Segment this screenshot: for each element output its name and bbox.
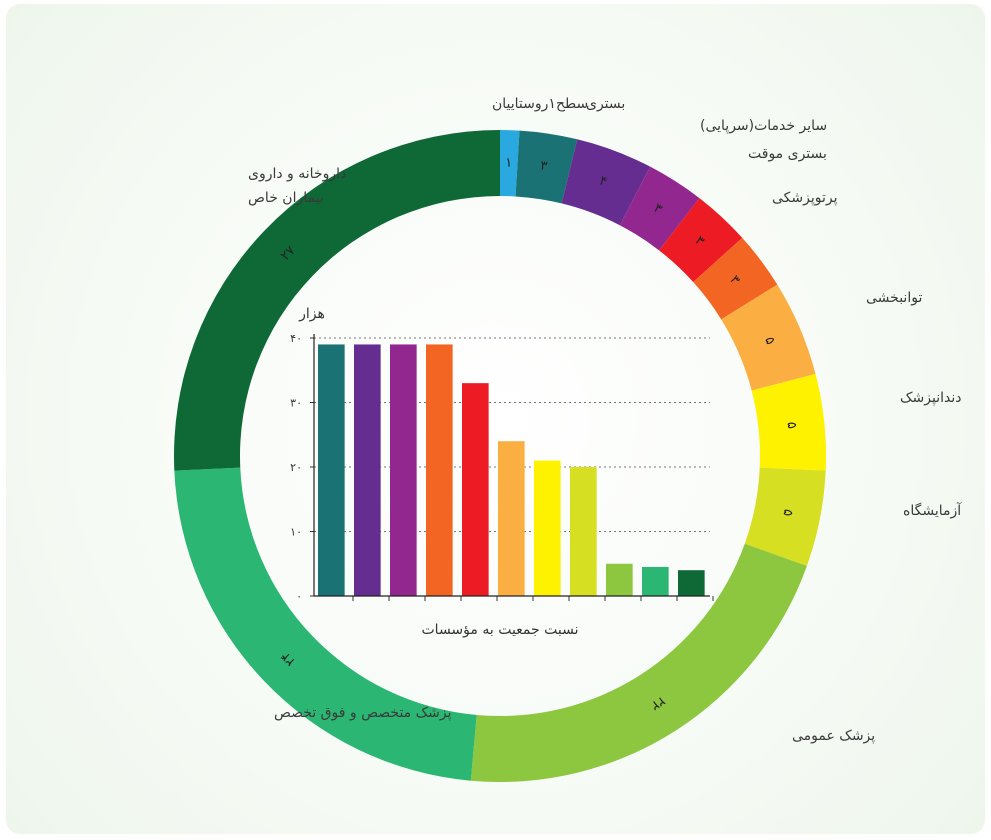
category-label: آزمایشگاه bbox=[903, 502, 962, 519]
donut-segment-value: ۲۲ bbox=[648, 693, 668, 713]
donut-segment bbox=[500, 130, 520, 197]
bar bbox=[462, 383, 489, 596]
y-axis-label: هزار bbox=[298, 306, 325, 322]
donut-segment bbox=[659, 198, 743, 283]
y-tick-label: ۱۰ bbox=[290, 526, 302, 539]
y-tick-label: ۰ bbox=[296, 590, 302, 603]
donut-segment-value: ۵ bbox=[784, 421, 800, 430]
donut-segment bbox=[515, 130, 578, 204]
category-label: پزشک عمومی bbox=[792, 728, 875, 744]
donut-segment bbox=[751, 373, 827, 471]
category-label-line: بیماران خاص bbox=[248, 190, 324, 206]
bar bbox=[390, 344, 417, 596]
donut-segment-value: ۳ bbox=[539, 158, 548, 174]
y-tick-label: ۳۰ bbox=[290, 397, 302, 410]
bar bbox=[498, 441, 525, 596]
donut-segment bbox=[561, 139, 651, 226]
donut-segment bbox=[744, 467, 826, 566]
bar bbox=[606, 563, 633, 596]
bar bbox=[678, 570, 705, 596]
category-label: پرتوپزشکی bbox=[772, 190, 838, 206]
category-label: توانبخشی bbox=[866, 290, 922, 306]
y-tick-label: ۲۰ bbox=[290, 461, 302, 474]
bar-chart: ۰ ۱۰ ۲۰ ۳۰ ۴۰ هزار نسبت جمعیت به مؤسسات bbox=[290, 306, 714, 638]
category-label: سطح۱روستاییان bbox=[492, 96, 588, 112]
bar bbox=[318, 344, 345, 596]
donut-segment bbox=[470, 543, 807, 782]
donut-segment bbox=[721, 284, 816, 391]
category-label: پزشک متخصص و فوق تخصص bbox=[274, 705, 452, 721]
donut-segment bbox=[693, 237, 778, 320]
donut-segment bbox=[174, 467, 477, 781]
x-axis-label: نسبت جمعیت به مؤسسات bbox=[422, 622, 579, 638]
category-label: بستری bbox=[586, 96, 625, 112]
y-tick-label: ۴۰ bbox=[290, 332, 302, 345]
bar bbox=[642, 566, 669, 596]
bar bbox=[570, 467, 597, 596]
category-label-line: داروخانه و داروی bbox=[248, 166, 346, 182]
donut-segment-value: ۱ bbox=[505, 156, 512, 171]
category-label: بستری موقت bbox=[748, 146, 827, 162]
donut-segment bbox=[173, 130, 500, 471]
category-label: دندانپزشک bbox=[900, 390, 961, 406]
donut-segment bbox=[619, 166, 700, 251]
bar bbox=[534, 460, 561, 596]
bar bbox=[426, 344, 453, 596]
bar bbox=[354, 344, 381, 596]
donut-segment-value: ۵ bbox=[779, 508, 795, 518]
donut-segment-value: ۴ bbox=[597, 173, 609, 190]
category-label: سایر خدمات(سرپایی) bbox=[700, 118, 827, 134]
